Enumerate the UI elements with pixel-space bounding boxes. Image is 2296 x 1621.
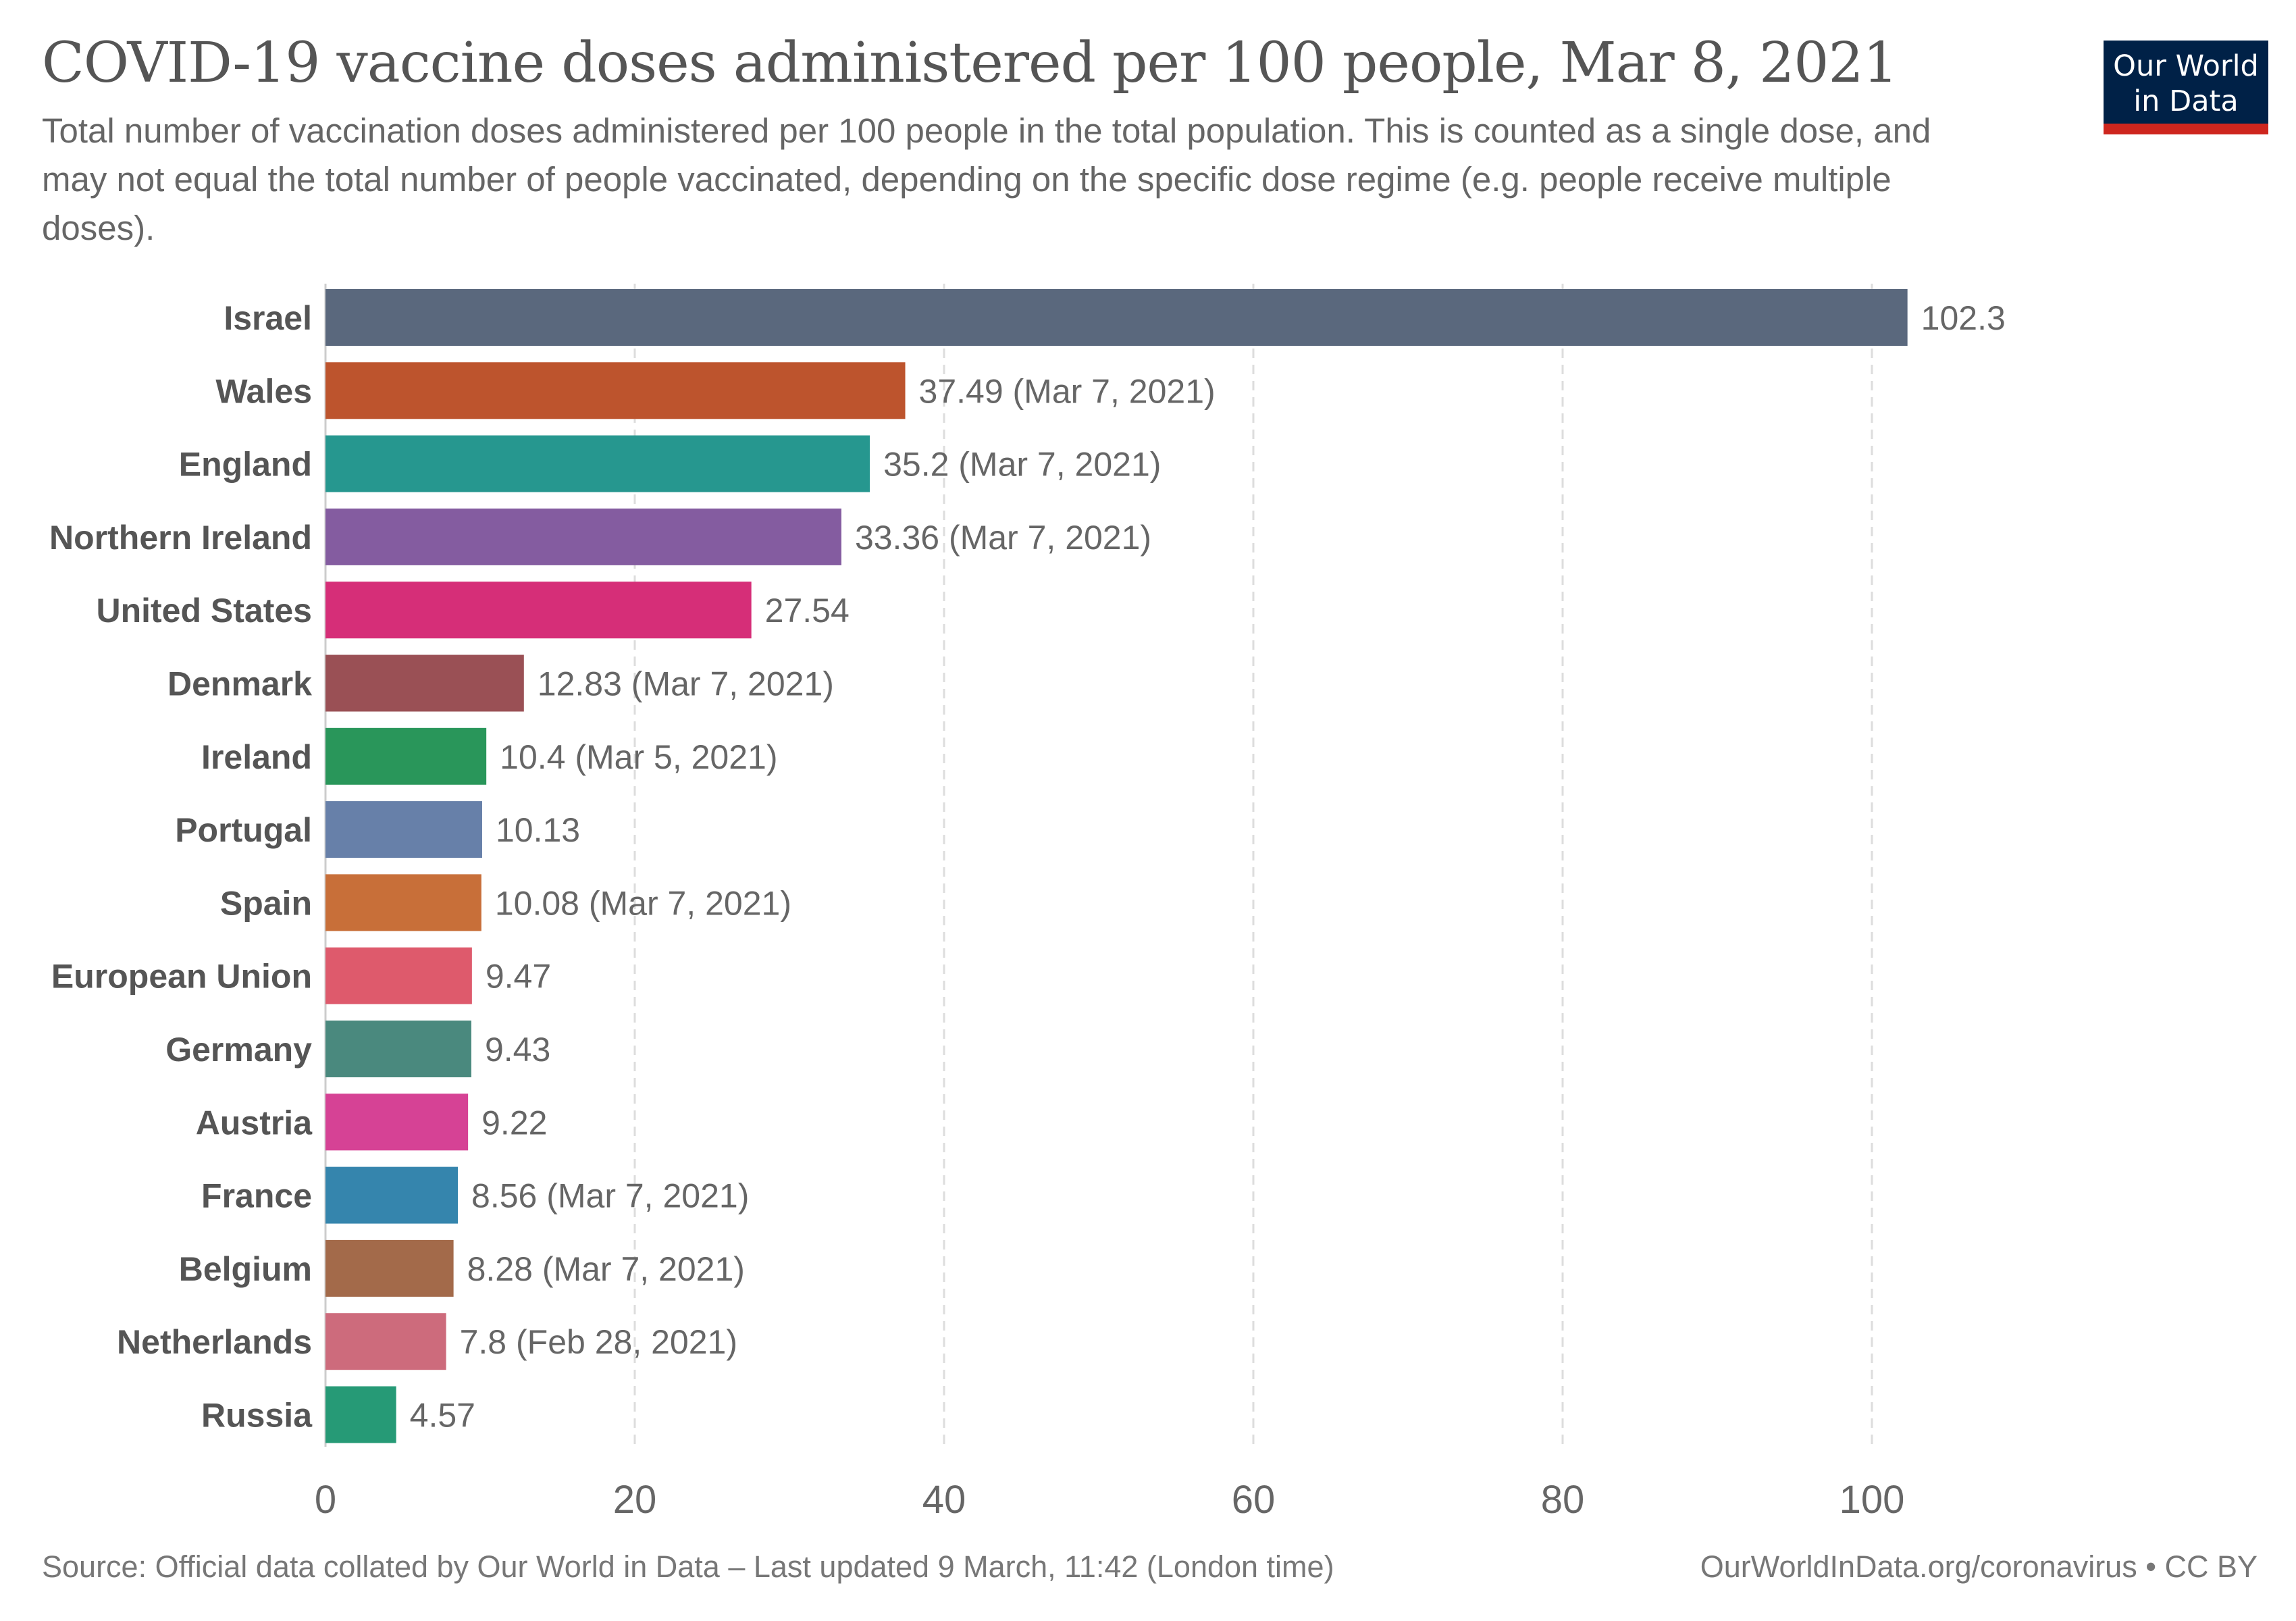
value-label: 12.83 (Mar 7, 2021) <box>538 665 834 703</box>
value-label: 10.13 <box>496 811 580 849</box>
x-axis-ticks: 0 20 40 60 80 100 <box>315 1478 1905 1522</box>
value-label: 35.2 (Mar 7, 2021) <box>883 446 1161 484</box>
category-label[interactable]: European Union <box>51 958 312 996</box>
bar[interactable] <box>325 582 752 639</box>
bar[interactable] <box>325 289 1908 346</box>
category-label[interactable]: Russia <box>201 1397 313 1435</box>
category-label[interactable]: Northern Ireland <box>49 519 312 557</box>
category-labels: Israel Wales England Northern Ireland United… <box>49 299 313 1435</box>
bar[interactable] <box>325 1093 469 1151</box>
x-tick-label: 20 <box>613 1478 657 1522</box>
bar[interactable] <box>325 1313 446 1370</box>
logo-accent-bar <box>2104 124 2268 134</box>
x-tick-label: 40 <box>922 1478 966 1522</box>
value-label: 10.08 (Mar 7, 2021) <box>495 884 791 922</box>
x-tick-label: 100 <box>1840 1478 1905 1522</box>
value-label: 8.56 (Mar 7, 2021) <box>471 1177 749 1215</box>
value-label: 9.47 <box>486 958 551 996</box>
logo-line-2: in Data <box>2133 84 2239 118</box>
category-label[interactable]: Belgium <box>179 1250 312 1288</box>
bar[interactable] <box>325 1021 471 1077</box>
source-link[interactable]: OurWorldInData.org/coronavirus • CC BY <box>1700 1549 2258 1584</box>
bar[interactable] <box>325 1166 459 1224</box>
category-label[interactable]: Wales <box>215 372 312 410</box>
value-label: 33.36 (Mar 7, 2021) <box>855 519 1151 557</box>
value-label: 7.8 (Feb 28, 2021) <box>460 1323 737 1361</box>
value-label: 9.43 <box>485 1031 550 1069</box>
bar[interactable] <box>325 654 524 712</box>
x-tick-label: 80 <box>1541 1478 1585 1522</box>
bars <box>325 289 1908 1443</box>
bar[interactable] <box>325 1239 454 1297</box>
category-label[interactable]: England <box>179 446 312 484</box>
category-label[interactable]: Israel <box>224 299 312 337</box>
category-label[interactable]: Germany <box>165 1031 312 1069</box>
bar[interactable] <box>325 1386 396 1443</box>
bar[interactable] <box>325 727 487 785</box>
bar[interactable] <box>325 362 906 419</box>
category-label[interactable]: Spain <box>220 884 312 922</box>
category-label[interactable]: Portugal <box>175 811 312 849</box>
category-label[interactable]: France <box>201 1177 312 1215</box>
value-label: 4.57 <box>410 1397 475 1435</box>
category-label[interactable]: United States <box>96 592 312 629</box>
x-tick-label: 60 <box>1232 1478 1276 1522</box>
bar[interactable] <box>325 801 482 858</box>
value-label: 10.4 (Mar 5, 2021) <box>500 738 777 776</box>
bar[interactable] <box>325 947 472 1004</box>
bar[interactable] <box>325 874 481 931</box>
value-labels: 102.3 37.49 (Mar 7, 2021) 35.2 (Mar 7, 202… <box>410 299 2006 1435</box>
value-label: 9.22 <box>481 1104 547 1141</box>
category-label[interactable]: Netherlands <box>117 1323 312 1361</box>
chart-title: COVID-19 vaccine doses administered per … <box>42 31 1898 95</box>
chart-subtitle: Total number of vaccination doses admini… <box>42 111 1931 247</box>
x-tick-label: 0 <box>315 1478 336 1522</box>
source-note: Source: Official data collated by Our Wo… <box>42 1549 1334 1584</box>
value-label: 102.3 <box>1921 299 2006 337</box>
value-label: 37.49 (Mar 7, 2021) <box>919 372 1216 410</box>
category-label[interactable]: Austria <box>196 1104 313 1141</box>
owid-logo[interactable]: Our World in Data <box>2104 41 2268 134</box>
bar[interactable] <box>325 508 841 565</box>
bar[interactable] <box>325 435 870 492</box>
logo-text: Our World in Data <box>2104 49 2268 119</box>
logo-line-1: Our World <box>2113 49 2259 83</box>
value-label: 8.28 (Mar 7, 2021) <box>467 1250 745 1288</box>
category-label[interactable]: Ireland <box>201 738 312 776</box>
value-label: 27.54 <box>765 592 850 629</box>
category-label[interactable]: Denmark <box>167 665 312 703</box>
